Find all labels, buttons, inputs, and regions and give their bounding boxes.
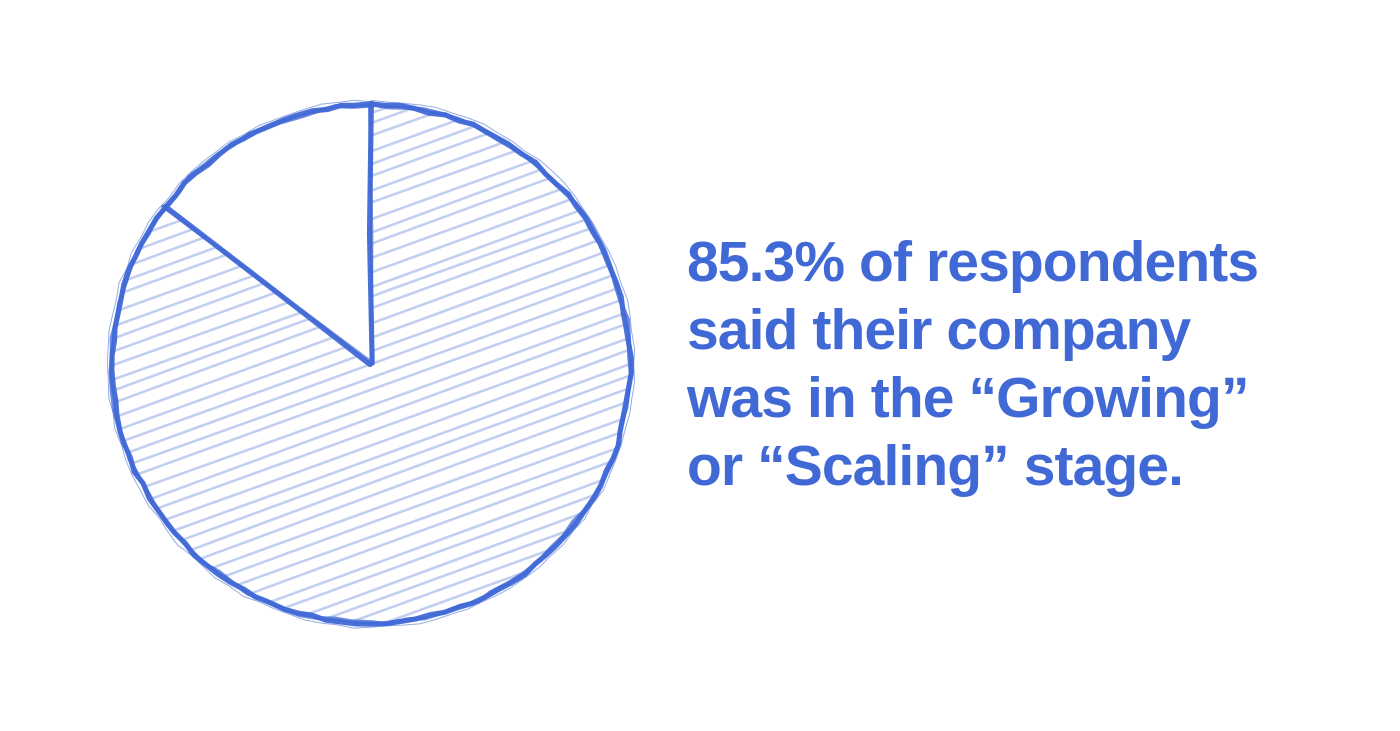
callout-block: 85.3% of respondents said their company … (687, 228, 1307, 500)
pie-chart-figure (80, 75, 680, 655)
callout-statistic-text: 85.3% of respondents said their company … (687, 230, 1259, 498)
pie-chart-outline (106, 99, 636, 629)
pie-chart-svg (106, 99, 636, 629)
pie-slice-hachure-fill (112, 105, 631, 623)
